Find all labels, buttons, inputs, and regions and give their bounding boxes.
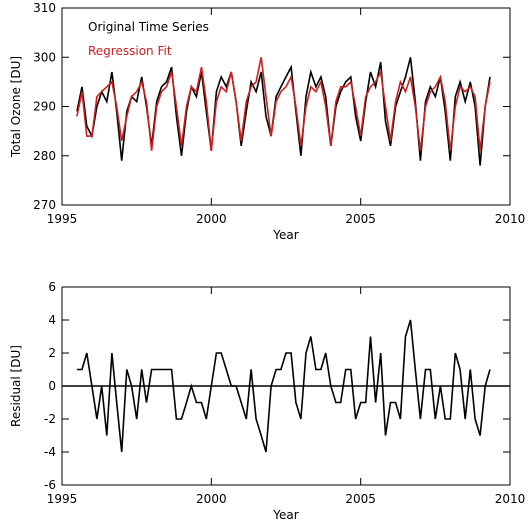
y-tick-label: 2	[48, 346, 56, 360]
legend-entry: Regression Fit	[88, 44, 172, 58]
data-line	[76, 57, 491, 166]
x-tick-label: 2000	[196, 212, 227, 226]
y-tick-label: -2	[44, 412, 56, 426]
y-tick-label: 290	[33, 100, 56, 114]
x-tick-label: 1995	[47, 212, 78, 226]
y-tick-label: 4	[48, 313, 56, 327]
x-tick-label: 2010	[495, 492, 526, 506]
legend-entry: Original Time Series	[88, 20, 209, 34]
data-line	[76, 319, 491, 453]
y-tick-label: -4	[44, 445, 56, 459]
data-line	[76, 57, 491, 151]
x-tick-label: 2000	[196, 492, 227, 506]
y-tick-label: 270	[33, 198, 56, 212]
y-tick-label: 280	[33, 149, 56, 163]
x-tick-label: 2005	[345, 212, 376, 226]
x-tick-label: 1995	[47, 492, 78, 506]
y-tick-label: 310	[33, 1, 56, 15]
y-axis-label: Total Ozone [DU]	[9, 56, 23, 158]
x-tick-label: 2005	[345, 492, 376, 506]
y-axis-label: Residual [DU]	[9, 345, 23, 427]
x-axis-label: Year	[272, 228, 298, 242]
y-tick-label: 6	[48, 280, 56, 294]
x-tick-label: 2010	[495, 212, 526, 226]
y-tick-label: 0	[48, 379, 56, 393]
y-tick-label: 300	[33, 50, 56, 64]
x-axis-label: Year	[272, 508, 298, 522]
y-tick-label: -6	[44, 478, 56, 492]
